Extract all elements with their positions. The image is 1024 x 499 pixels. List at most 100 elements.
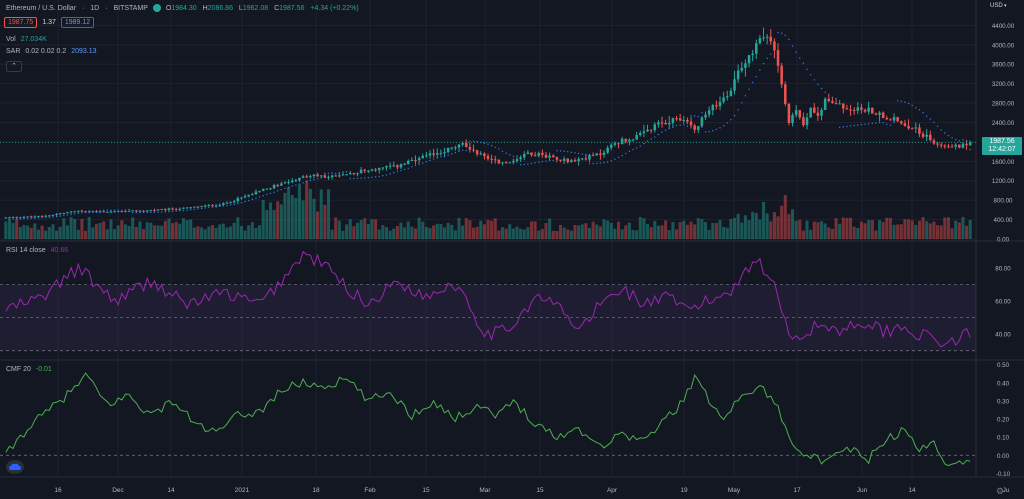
settings-gear-icon[interactable]: ⚙ xyxy=(996,486,1005,496)
candle-body xyxy=(145,210,149,212)
volume-bar xyxy=(783,195,787,239)
volume-bar xyxy=(36,229,40,239)
candle-body xyxy=(269,188,272,190)
open-value: 1984.30 xyxy=(171,4,197,12)
sar-dot xyxy=(193,208,196,211)
candle-body xyxy=(541,152,544,155)
sar-dot xyxy=(538,161,540,163)
currency-label[interactable]: USD ▾ xyxy=(990,3,1007,9)
volume-bar xyxy=(421,221,425,239)
candle-body xyxy=(164,208,167,210)
volume-bar xyxy=(965,225,969,239)
candle-body xyxy=(929,134,932,141)
current-price: 1987.56 xyxy=(989,138,1015,145)
volume-legend[interactable]: Vol 27.034K xyxy=(6,36,47,43)
volume-bar xyxy=(917,220,921,239)
cloud-icon[interactable] xyxy=(6,460,24,474)
volume-bar xyxy=(200,227,204,239)
sar-dot xyxy=(447,154,449,157)
candle-body xyxy=(700,117,704,127)
sar-dot xyxy=(574,152,576,154)
sar-dot xyxy=(139,211,141,214)
volume-bar xyxy=(762,201,766,239)
volume-bar xyxy=(486,219,490,239)
sar-dot xyxy=(266,193,268,196)
sar-dot xyxy=(501,150,504,153)
cmf-legend[interactable]: CMF 20 -0.01 xyxy=(6,366,52,373)
volume-bar xyxy=(326,189,331,239)
candle-body xyxy=(196,206,200,208)
sar-dot xyxy=(719,127,721,129)
candle-body xyxy=(526,152,530,155)
sar-dot xyxy=(867,123,870,125)
volume-bar xyxy=(80,218,84,239)
price-tick-label: 1600.00 xyxy=(992,159,1015,166)
sar-dot xyxy=(356,177,359,180)
sar-dot xyxy=(92,211,94,213)
sar-dot xyxy=(722,125,725,127)
sar-dot xyxy=(770,53,772,55)
volume-bar xyxy=(939,225,943,239)
candle-body xyxy=(153,210,156,212)
sar-dot xyxy=(704,131,707,133)
candle-body xyxy=(240,197,243,199)
volume-bar xyxy=(239,226,243,239)
candle-body xyxy=(229,202,232,204)
volume-bar xyxy=(606,220,610,239)
sar-dot xyxy=(878,121,881,124)
time-axis-label: Apr xyxy=(607,487,618,494)
volume-bar xyxy=(207,226,211,239)
candle-body xyxy=(642,131,646,133)
candle-body xyxy=(345,174,348,176)
sar-dot xyxy=(422,162,424,164)
candle-body xyxy=(613,143,617,145)
sar-legend[interactable]: SAR 0.02 0.02 0.2 2093.13 xyxy=(6,48,97,55)
sar-dot xyxy=(8,218,11,220)
symbol-name[interactable]: Ethereum / U.S. Dollar xyxy=(6,4,77,12)
sar-dot xyxy=(110,209,112,211)
sar-dot xyxy=(683,123,685,126)
volume-bar xyxy=(435,223,439,239)
buy-button[interactable]: 1989.12 xyxy=(60,17,95,28)
volume-bar xyxy=(145,222,149,239)
volume-bar xyxy=(540,229,544,239)
sar-dot xyxy=(577,152,580,155)
volume-bar xyxy=(15,219,19,239)
volume-bar xyxy=(682,220,686,239)
candle-body xyxy=(918,127,921,134)
candle-body xyxy=(37,215,40,217)
candle-body xyxy=(251,194,254,196)
sar-dot xyxy=(686,125,689,127)
sar-dot xyxy=(809,74,812,76)
volume-bar xyxy=(675,229,679,239)
sar-dot xyxy=(95,211,98,214)
volume-bar xyxy=(645,223,650,239)
volume-bar xyxy=(345,224,349,239)
sar-dot xyxy=(458,150,460,153)
sar-dot xyxy=(487,143,489,145)
sar-dot xyxy=(646,140,649,142)
sell-button[interactable]: 1987.75 xyxy=(4,17,38,28)
sar-dot xyxy=(813,79,815,81)
candle-body xyxy=(628,139,631,142)
candle-body xyxy=(729,90,733,97)
interval-label[interactable]: 1D xyxy=(90,4,100,12)
candle-body xyxy=(222,203,225,205)
collapse-legend-button[interactable]: ⌃ xyxy=(6,61,22,72)
candle-body xyxy=(845,108,849,110)
sar-dot xyxy=(741,102,743,104)
trade-buttons: 1987.75 1.37 1989.12 xyxy=(4,17,95,28)
market-status-icon[interactable] xyxy=(152,4,161,12)
time-axis-label: 18 xyxy=(312,487,320,494)
volume-bar xyxy=(587,228,592,239)
candle-body xyxy=(816,112,820,116)
rsi-legend[interactable]: RSI 14 close 40.66 xyxy=(6,247,68,254)
sar-dot xyxy=(715,128,718,130)
volume-bar xyxy=(221,223,225,239)
candle-body xyxy=(671,118,675,123)
candle-body xyxy=(726,96,729,98)
sar-dot xyxy=(237,203,239,205)
sar-dot xyxy=(570,151,573,154)
